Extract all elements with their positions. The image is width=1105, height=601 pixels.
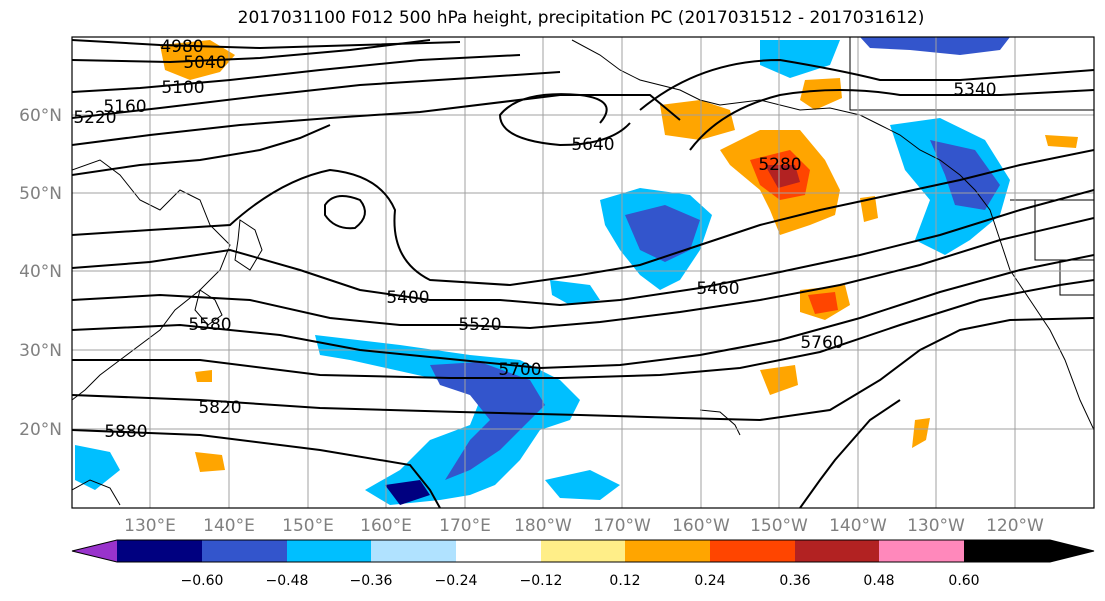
lon-label: 170°W: [593, 516, 651, 536]
latitude-labels: 60°N 50°N 40°N 30°N 20°N: [19, 106, 62, 440]
lat-label: 50°N: [19, 184, 62, 204]
lon-label: 150°W: [750, 516, 808, 536]
contour-label-5760: 5760: [800, 333, 843, 353]
lat-label: 40°N: [19, 262, 62, 282]
contour-label-5640: 5640: [571, 135, 614, 155]
colorbar-segment: [964, 540, 1094, 562]
colorbar-segment: [287, 540, 371, 562]
colorbar-label: 0.60: [948, 573, 979, 589]
contour-label-5580: 5580: [188, 315, 231, 335]
lon-label: 130°E: [124, 516, 176, 536]
contour-label-5280: 5280: [758, 155, 801, 175]
colorbar-segment: [879, 540, 964, 562]
lon-label: 160°E: [360, 516, 412, 536]
lon-label: 170°E: [439, 516, 491, 536]
colorbar-label: −0.36: [350, 573, 393, 589]
lon-label: 140°E: [203, 516, 255, 536]
contour-label-5880: 5880: [104, 422, 147, 442]
positive-precip-areas: [160, 40, 1078, 472]
colorbar-label: −0.12: [520, 573, 563, 589]
colorbar-label: 0.36: [779, 573, 810, 589]
colorbar-segment: [202, 540, 287, 562]
contour-label-5040: 5040: [183, 53, 226, 73]
contour-label-5820: 5820: [198, 398, 241, 418]
contour-label-5460: 5460: [696, 279, 739, 299]
contour-label-5220: 5220: [73, 108, 116, 128]
map-title: 2017031100 F012 500 hPa height, precipit…: [237, 8, 925, 28]
colorbar-segment: [371, 540, 456, 562]
colorbar-label: −0.48: [266, 573, 309, 589]
plot-frame: [71, 36, 1095, 509]
contour-label-5340: 5340: [953, 80, 996, 100]
colorbar-segment: [795, 540, 879, 562]
lon-label: 180°W: [514, 516, 572, 536]
lon-label: 120°W: [986, 516, 1044, 536]
colorbar-segment: [456, 540, 541, 562]
colorbar-label: −0.60: [181, 573, 224, 589]
contour-label-5100: 5100: [161, 78, 204, 98]
colorbar-segment: [541, 540, 625, 562]
colorbar-segment: [710, 540, 795, 562]
colorbar: −0.60 −0.48 −0.36 −0.24 −0.12 0.12 0.24 …: [71, 539, 1095, 589]
contour-label-5160: 5160: [103, 97, 146, 117]
colorbar-segment: [117, 540, 202, 562]
contour-label-4980: 4980: [160, 37, 203, 57]
lon-label: 130°W: [907, 516, 965, 536]
contour-labels: 4980 5040 5100 5160 5220 5280 5340 5400 …: [73, 37, 996, 442]
lon-label: 150°E: [282, 516, 334, 536]
lat-label: 20°N: [19, 420, 62, 440]
colorbar-label: −0.24: [435, 573, 478, 589]
lat-label: 30°N: [19, 341, 62, 361]
colorbar-label: 0.24: [694, 573, 725, 589]
colorbar-label: 0.12: [609, 573, 640, 589]
lon-label: 140°W: [829, 516, 887, 536]
lon-label: 160°W: [672, 516, 730, 536]
colorbar-label: 0.48: [863, 573, 894, 589]
contour-label-5700: 5700: [498, 360, 541, 380]
colorbar-segment: [72, 540, 117, 562]
contour-label-5400: 5400: [386, 288, 429, 308]
longitude-labels: 130°E 140°E 150°E 160°E 170°E 180°W 170°…: [124, 516, 1044, 536]
colorbar-segment: [625, 540, 710, 562]
lat-label: 60°N: [19, 106, 62, 126]
contour-label-5520: 5520: [458, 315, 501, 335]
height-contours: [72, 39, 1094, 508]
